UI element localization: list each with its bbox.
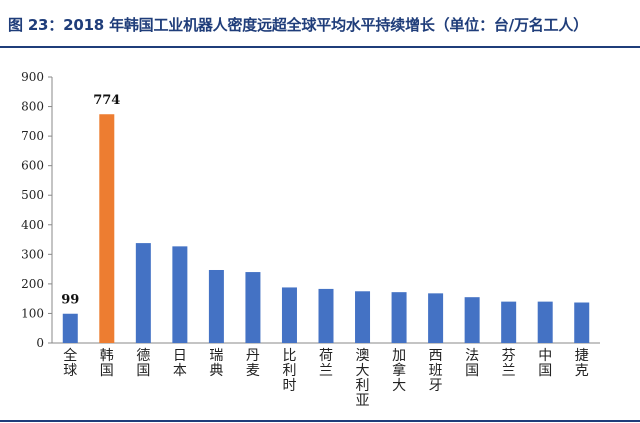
bar [501,301,517,343]
bar [208,269,224,343]
x-tick-label: 韩国 [100,348,114,379]
x-tick-label: 法国 [465,348,479,379]
bar [135,243,151,343]
bar [464,297,480,343]
bar [99,114,115,344]
x-tick-label: 加拿大 [392,348,406,394]
y-tick-label: 100 [21,306,44,320]
y-tick-label: 600 [21,159,44,173]
x-tick-label: 荷兰 [319,348,333,379]
y-tick-label: 400 [21,218,44,232]
bars [62,114,590,344]
chart-title: 图 23：2018 年韩国工业机器人密度远超全球平均水平持续增长（单位：台/万名… [8,16,588,34]
y-tick-label: 500 [21,188,44,202]
x-tick-label: 比利时 [282,348,296,394]
x-tick-label: 德国 [136,348,150,379]
x-tick-label: 中国 [538,348,552,379]
data-label: 774 [93,93,120,108]
bar [428,293,444,343]
x-tick-label: 捷克 [575,348,589,379]
y-tick-label: 200 [21,277,44,291]
bar [281,287,297,343]
x-tick-label: 西班牙 [429,348,443,394]
bar [391,292,407,343]
bottom-rule [0,420,640,422]
bar [537,301,553,343]
x-tick-label: 丹麦 [246,348,260,379]
bar [245,272,261,343]
data-labels: 99 774 [61,93,120,308]
bar [62,313,78,343]
y-tick-label: 700 [21,129,44,143]
x-tick-label: 澳大利亚 [356,348,370,409]
bar [574,302,590,343]
y-tick-label: 900 [21,70,44,84]
title-rule [0,46,640,48]
y-tick-label: 0 [36,336,44,350]
y-tick-label: 300 [21,247,44,261]
x-tick-label: 全球 [63,347,77,379]
data-label: 99 [61,293,79,308]
x-tick-label: 芬兰 [502,348,516,379]
bar [172,246,188,343]
x-tick-label: 日本 [173,348,187,379]
bar [355,291,371,343]
bar [318,288,334,343]
y-tick-label: 800 [21,100,44,114]
x-tick-label: 瑞典 [209,348,223,379]
y-axis-ticks: 0 100 200 300 400 500 600 700 800 900 [21,70,52,350]
